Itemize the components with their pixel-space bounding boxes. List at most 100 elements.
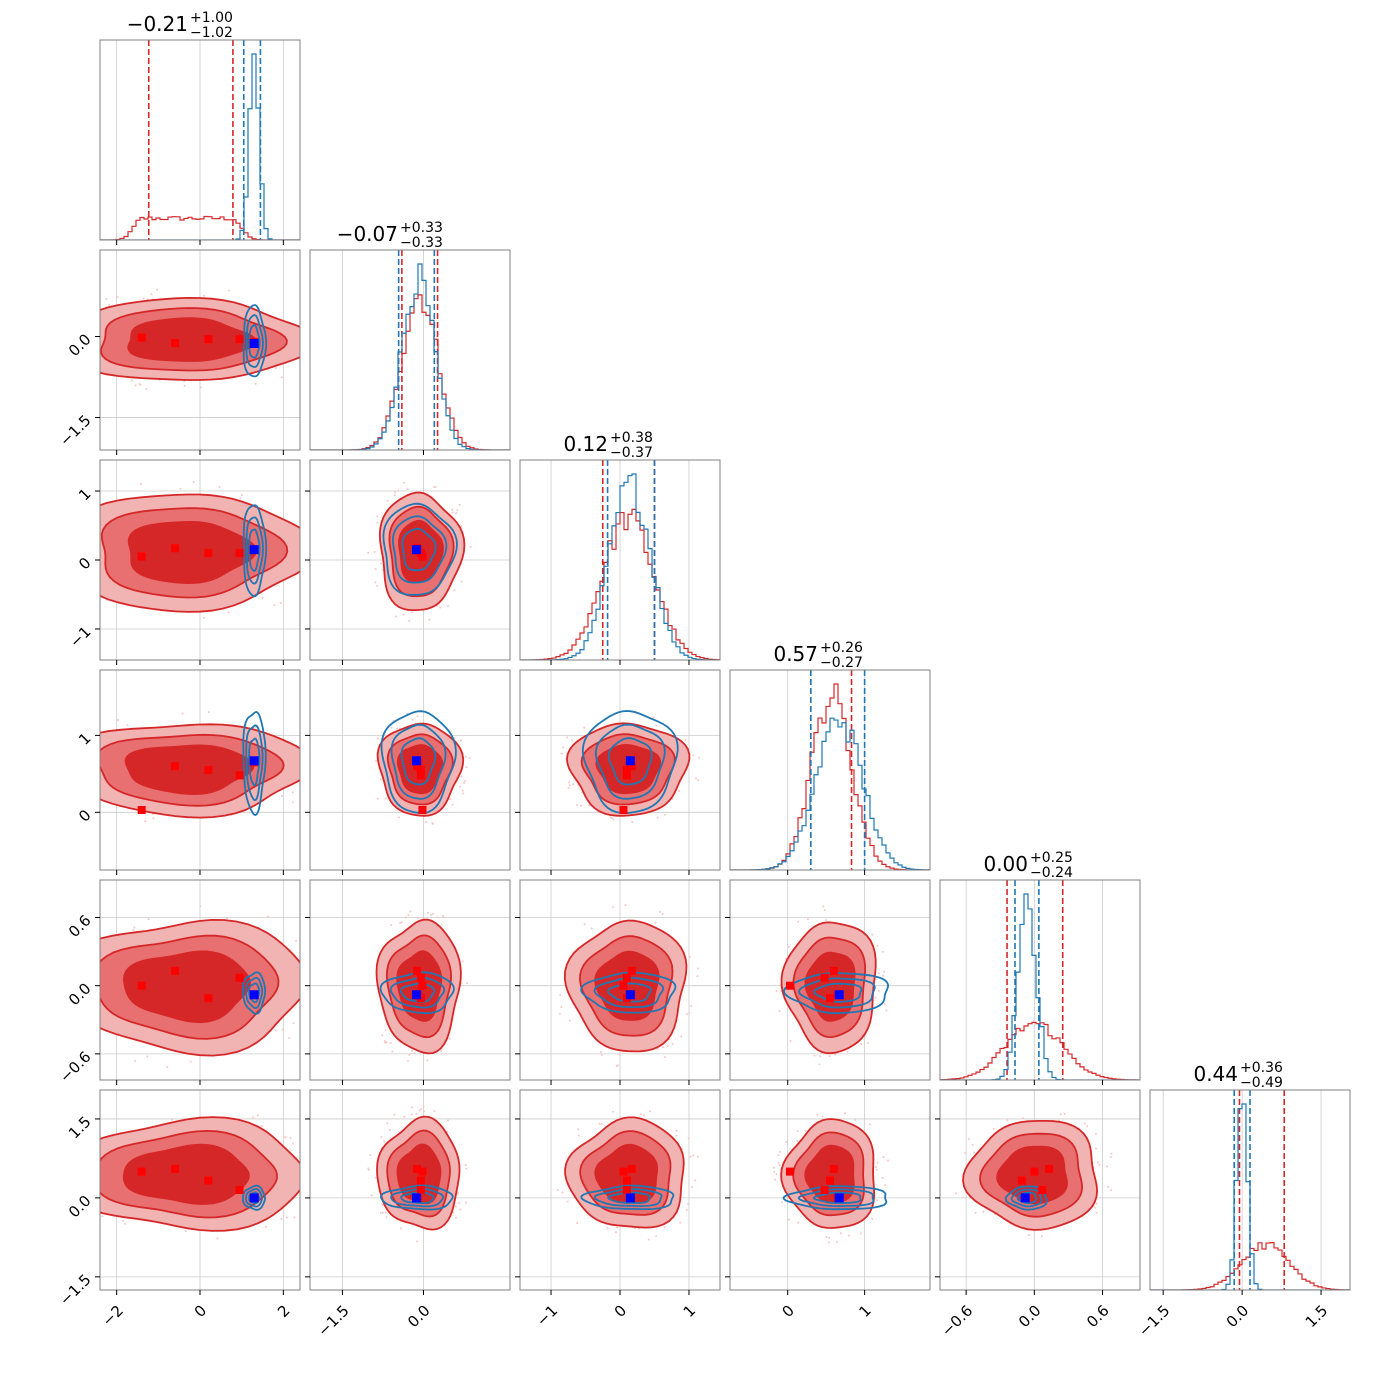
sample-point: [871, 933, 874, 936]
marker-red: [627, 966, 636, 975]
sample-point: [695, 777, 698, 780]
sample-point: [55, 353, 57, 355]
histogram-red: [940, 1021, 1140, 1080]
contour-blue-1: [390, 723, 447, 800]
sample-point: [967, 1138, 970, 1141]
sample-point: [689, 1155, 692, 1158]
sample-point: [130, 379, 133, 382]
x-tick-label: 0.0: [1015, 1302, 1045, 1332]
sample-point: [775, 989, 778, 992]
sample-point: [68, 313, 70, 315]
sample-point: [133, 926, 136, 929]
sample-point: [469, 545, 472, 548]
sample-point: [571, 739, 574, 742]
sample-point: [379, 1211, 382, 1214]
sample-point: [170, 1118, 173, 1121]
sample-point: [69, 1152, 71, 1154]
sample-point: [567, 786, 570, 789]
sample-point: [433, 1110, 436, 1113]
marker-red: [416, 771, 425, 780]
sample-point: [84, 314, 86, 316]
panel-4-2: [515, 879, 721, 1085]
sample-point: [282, 1136, 285, 1139]
sample-point: [426, 1059, 429, 1062]
sample-point: [44, 1196, 46, 1198]
sample-point: [692, 1154, 695, 1157]
sample-point: [291, 791, 294, 794]
sample-point: [451, 803, 454, 806]
sample-point: [89, 756, 91, 758]
sample-point: [306, 519, 308, 521]
sample-point: [386, 1122, 389, 1125]
marker-red: [627, 1164, 636, 1173]
sample-point: [280, 1217, 283, 1220]
sample-point: [313, 346, 315, 348]
sample-point: [460, 775, 463, 778]
contour-blue-2: [1004, 1185, 1048, 1211]
title-value: 0.57: [773, 642, 818, 666]
sample-point: [882, 1156, 885, 1159]
sample-point: [796, 1130, 799, 1133]
sample-point: [122, 1219, 125, 1222]
contour-blue-2: [783, 972, 889, 1015]
marker-red: [622, 771, 631, 780]
panel-1-0: −1.5 0.0: [55, 249, 315, 455]
marker-red: [137, 333, 146, 342]
contour-blue-0: [1016, 1191, 1038, 1205]
sample-point: [68, 369, 70, 371]
marker-red: [137, 1167, 146, 1176]
sample-point: [379, 562, 382, 565]
sample-point: [367, 1168, 370, 1171]
sample-point: [68, 734, 70, 736]
contour-blue-2: [242, 711, 267, 816]
sample-point: [189, 1060, 192, 1063]
contour-blue-0: [607, 1191, 651, 1204]
sample-point: [456, 509, 459, 512]
sample-point: [823, 909, 826, 912]
sample-point: [871, 1217, 874, 1220]
sample-point: [313, 1184, 315, 1186]
sample-point: [260, 1125, 263, 1128]
sample-point: [74, 790, 76, 792]
sample-point: [1021, 1117, 1024, 1120]
title-value: −0.07: [337, 222, 398, 246]
sample-point: [94, 380, 96, 382]
sample-point: [409, 910, 412, 913]
x-tick-label: 0: [611, 1302, 630, 1321]
sample-point: [218, 486, 221, 489]
panel-frame: [309, 1089, 511, 1291]
histogram-red: [730, 683, 930, 870]
sample-point: [664, 813, 667, 816]
sample-point: [61, 561, 63, 563]
sample-point: [403, 481, 406, 484]
marker-red: [418, 1167, 427, 1176]
contour-red-inner: [122, 1143, 250, 1205]
sample-point: [367, 551, 370, 554]
y-tick-label: 0: [75, 806, 94, 825]
contour-blue-2: [382, 502, 458, 596]
sample-point: [568, 1019, 571, 1022]
x-tick-label: 2: [274, 1302, 293, 1321]
marker-red: [137, 806, 146, 814]
sample-point: [95, 1205, 97, 1207]
marker-red: [820, 1186, 829, 1194]
marker-red: [416, 1176, 425, 1185]
marker-red: [826, 1176, 834, 1185]
histogram-blue: [1150, 1103, 1350, 1290]
sample-point: [72, 589, 74, 591]
sample-point: [566, 1200, 569, 1203]
contour-blue-0: [400, 982, 436, 1003]
sample-point: [1109, 1156, 1112, 1159]
contour-blue-1: [593, 1188, 663, 1208]
sample-point: [460, 525, 463, 528]
panel-title-1: −0.07 +0.33−0.33: [337, 220, 443, 251]
sample-point: [90, 1017, 92, 1019]
panel-2-1: [305, 459, 511, 665]
title-plus: +0.26: [820, 640, 863, 656]
sample-point: [413, 1052, 416, 1055]
contour-blue-1: [389, 976, 446, 1009]
sample-point: [797, 1221, 800, 1224]
sample-point: [293, 1216, 296, 1219]
sample-point: [848, 1234, 851, 1237]
sample-point: [150, 293, 153, 296]
